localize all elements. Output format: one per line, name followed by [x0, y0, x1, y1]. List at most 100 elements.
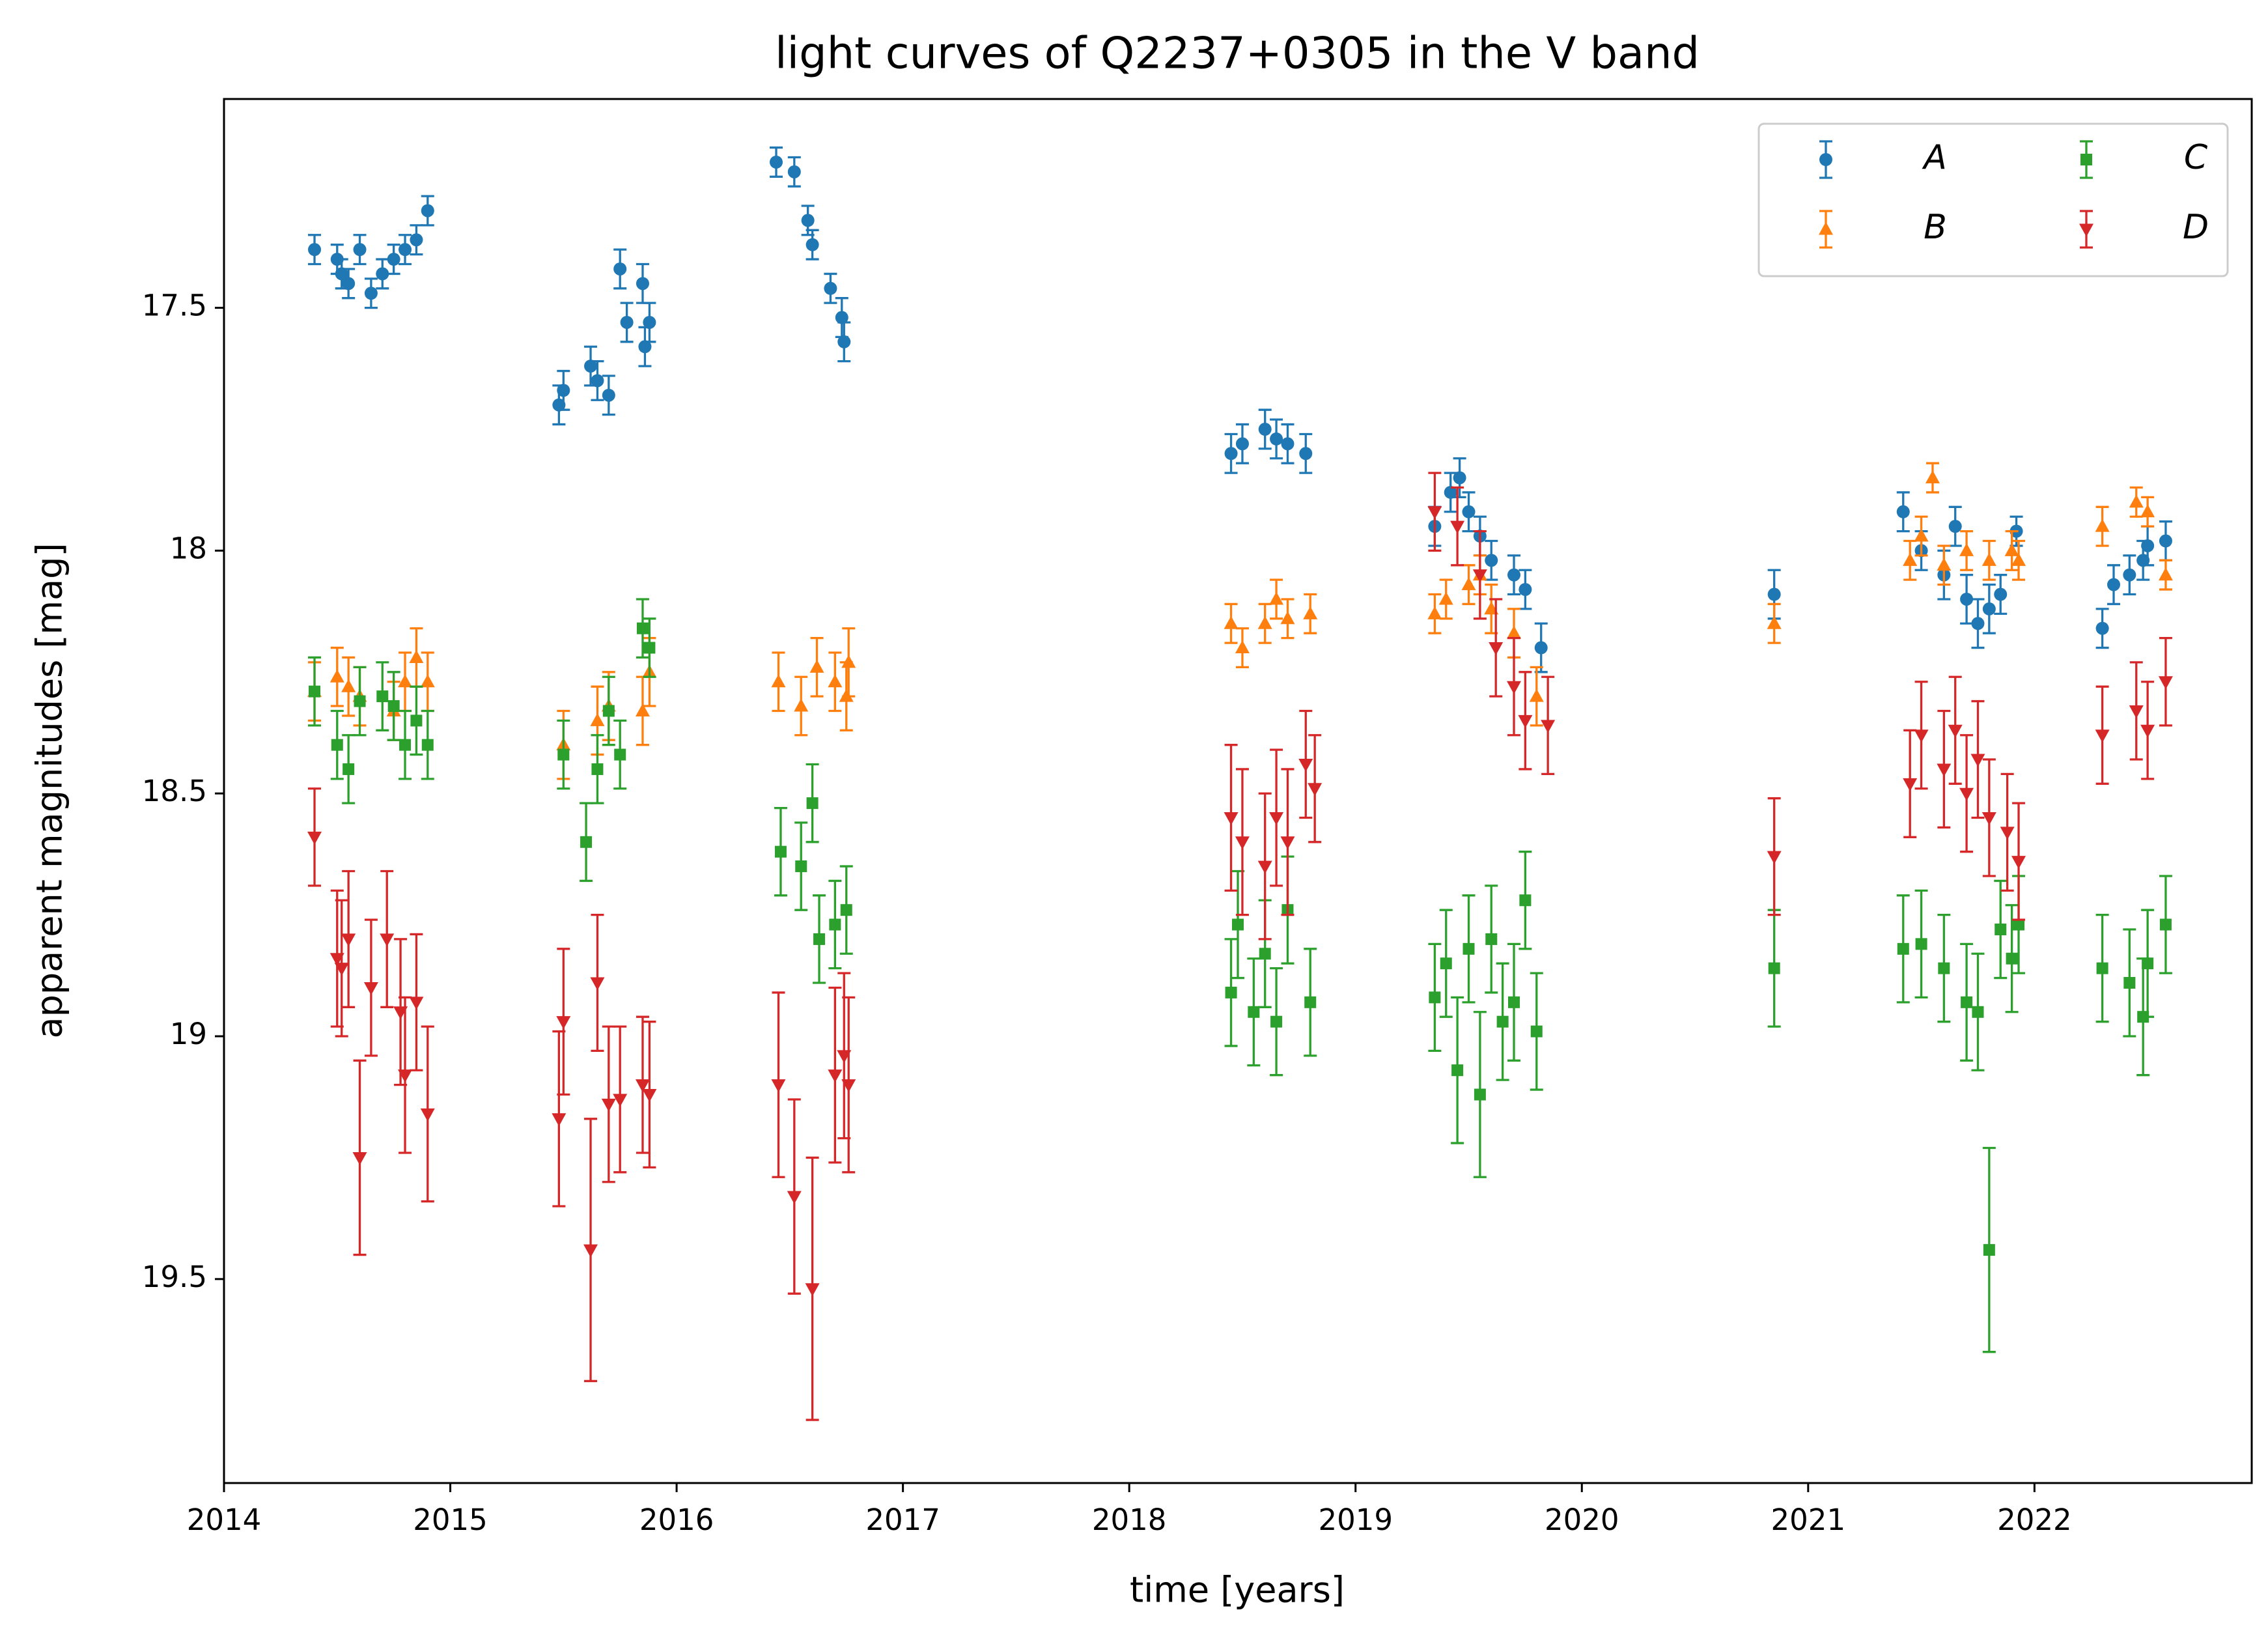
marker — [828, 674, 843, 688]
marker — [2107, 578, 2120, 591]
marker — [1959, 543, 1974, 556]
marker — [2136, 554, 2150, 567]
x-tick-label: 2021 — [1771, 1503, 1846, 1537]
marker — [805, 1283, 820, 1297]
marker — [2140, 504, 2155, 518]
marker — [398, 1069, 413, 1083]
marker — [1541, 720, 1556, 733]
marker — [1903, 778, 1918, 791]
marker — [2013, 918, 2025, 931]
marker — [1896, 505, 1910, 518]
marker — [590, 713, 605, 726]
marker — [1474, 1088, 1486, 1101]
marker — [841, 655, 856, 668]
marker — [329, 669, 344, 683]
marker — [309, 685, 321, 698]
marker — [399, 739, 412, 751]
marker — [1280, 611, 1295, 625]
marker — [1224, 447, 1238, 460]
marker — [1937, 763, 1952, 777]
marker — [409, 649, 424, 663]
marker — [1508, 996, 1520, 1008]
marker — [387, 700, 400, 713]
marker — [642, 1089, 657, 1103]
legend-label: B — [1924, 208, 1947, 247]
marker — [2004, 543, 2019, 556]
marker — [1461, 577, 1476, 591]
marker — [1258, 423, 1272, 436]
legend-label: C — [2184, 138, 2208, 177]
marker — [584, 360, 598, 373]
x-tick-label: 2017 — [865, 1503, 940, 1537]
marker — [806, 797, 819, 810]
marker — [1235, 437, 1249, 451]
marker — [1507, 625, 1522, 639]
marker — [795, 860, 807, 873]
marker — [787, 165, 801, 178]
marker — [774, 845, 787, 858]
marker — [1463, 942, 1475, 955]
marker — [1224, 812, 1239, 826]
marker — [1530, 1025, 1543, 1038]
marker — [1304, 996, 1317, 1008]
marker — [1270, 1015, 1283, 1028]
marker — [1518, 714, 1533, 728]
marker — [2129, 494, 2144, 508]
marker — [376, 690, 389, 703]
marker — [840, 904, 852, 916]
marker — [1444, 485, 1457, 499]
marker — [308, 243, 322, 257]
marker — [399, 243, 412, 257]
marker — [2158, 567, 2173, 581]
marker — [341, 933, 356, 947]
marker — [1897, 942, 1909, 955]
marker — [580, 836, 593, 848]
plot-frame — [223, 98, 2253, 1484]
marker — [591, 763, 604, 775]
marker — [352, 1152, 367, 1165]
y-tick-label: 19 — [170, 1017, 207, 1051]
marker — [794, 698, 809, 712]
marker — [2159, 534, 2172, 548]
marker — [1298, 758, 1313, 772]
marker — [421, 739, 434, 751]
marker — [2123, 568, 2136, 582]
marker — [828, 1069, 843, 1083]
x-tick-label: 2019 — [1318, 1503, 1393, 1537]
marker — [2011, 552, 2026, 566]
marker — [1507, 681, 1522, 694]
marker — [643, 642, 656, 654]
marker — [636, 622, 649, 634]
marker — [1948, 724, 1963, 738]
marker — [2000, 827, 2015, 840]
marker — [353, 243, 367, 257]
marker — [787, 1191, 802, 1204]
marker — [307, 831, 322, 845]
marker — [2079, 223, 2093, 237]
marker — [2137, 1011, 2149, 1023]
marker — [602, 388, 615, 402]
marker — [2141, 539, 2155, 552]
marker — [1303, 606, 1318, 619]
marker — [1485, 933, 1498, 945]
x-tick-label: 2022 — [1997, 1503, 2072, 1537]
marker — [1438, 591, 1453, 605]
marker — [1767, 587, 1781, 601]
marker — [613, 1094, 628, 1107]
marker — [613, 262, 627, 276]
marker — [1925, 470, 1940, 484]
marker — [590, 977, 605, 991]
y-tick-label: 19.5 — [142, 1260, 207, 1294]
marker — [1519, 894, 1532, 907]
marker — [2159, 918, 2172, 931]
marker — [1462, 505, 1476, 518]
marker — [557, 384, 570, 397]
marker — [1235, 836, 1250, 850]
marker — [2006, 952, 2018, 965]
marker — [420, 674, 435, 688]
x-tick-label: 2016 — [639, 1503, 714, 1537]
marker — [1472, 569, 1487, 583]
marker — [771, 674, 786, 688]
marker — [334, 963, 349, 976]
